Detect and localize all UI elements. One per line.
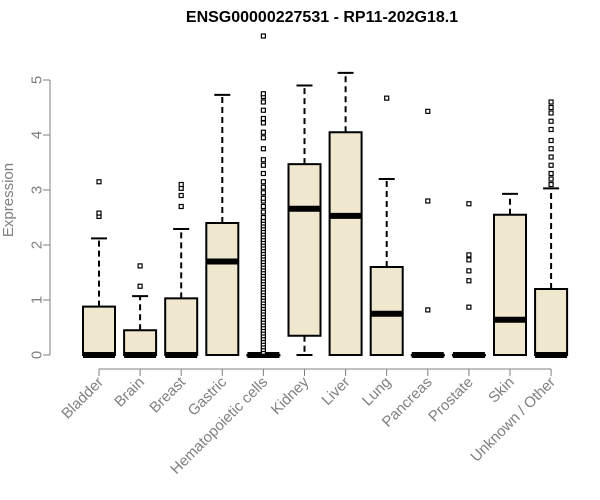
outlier-point [425, 198, 431, 204]
outlier-point [466, 268, 472, 274]
x-tick-label: Breast [146, 373, 189, 416]
box-body [205, 222, 240, 356]
outlier-point [466, 257, 472, 263]
outlier-point [260, 170, 266, 177]
box-group [246, 33, 281, 358]
box-group [451, 201, 486, 358]
box-group [123, 263, 158, 358]
outlier-point [466, 304, 472, 310]
outlier-point [260, 190, 266, 196]
box-group [534, 99, 569, 358]
box-body [493, 213, 527, 356]
outlier-point [548, 181, 554, 188]
box-body [123, 329, 158, 356]
box-body [287, 163, 322, 337]
outlier-point [260, 146, 266, 152]
box-group [82, 179, 116, 358]
box-group [205, 93, 240, 356]
outlier-point [260, 120, 266, 126]
box-body [82, 305, 116, 357]
outlier-point [178, 181, 184, 188]
x-tick-label: Bladder [58, 374, 107, 423]
x-tick-label: Liver [318, 374, 353, 409]
outlier-point [548, 99, 554, 105]
box-group [369, 95, 404, 356]
outlier-point [260, 179, 266, 185]
outlier-point [137, 263, 143, 269]
box-group [410, 108, 445, 358]
outlier-point [178, 192, 184, 199]
outlier-point [260, 91, 266, 97]
outlier-point [260, 99, 266, 105]
outlier-point [384, 95, 390, 101]
box-body [164, 297, 199, 357]
outlier-point [425, 108, 431, 114]
outlier-point [548, 170, 554, 177]
outlier-point [260, 162, 266, 168]
x-tick-label: Kidney [268, 373, 313, 418]
outlier-point [260, 33, 266, 39]
outlier-point [466, 278, 472, 284]
outlier-point [260, 214, 266, 221]
y-tick-label: 4 [29, 131, 46, 139]
y-tick-label: 0 [29, 351, 46, 359]
outlier-point [425, 307, 431, 313]
outlier-point [260, 195, 266, 201]
outlier-point [548, 118, 554, 124]
box-group [164, 181, 199, 358]
y-tick-label: 2 [29, 241, 46, 249]
outlier-point [548, 162, 554, 168]
x-tick-label: Brain [111, 374, 148, 411]
outlier-point [548, 126, 554, 133]
outlier-point [260, 184, 266, 190]
x-tick-label: Skin [485, 374, 518, 407]
outlier-point [260, 157, 266, 163]
outlier-point [260, 129, 266, 135]
outlier-point [466, 252, 472, 258]
y-tick-label: 1 [29, 296, 46, 304]
y-axis-label: Expression [0, 163, 17, 237]
outlier-point [96, 179, 102, 185]
outlier-point [178, 203, 184, 210]
box-body [328, 131, 363, 356]
outlier-point [260, 209, 266, 215]
outlier-point [548, 154, 554, 160]
outlier-point [260, 107, 266, 113]
outlier-point [260, 115, 266, 122]
outlier-point [548, 176, 554, 182]
y-tick-label: 3 [29, 186, 46, 194]
box-body [534, 288, 569, 356]
x-tick-label: Lung [359, 374, 395, 410]
outlier-point [548, 146, 554, 152]
box-group [287, 84, 322, 356]
outlier-point [548, 110, 554, 116]
outlier-point [137, 283, 143, 289]
outlier-point [548, 104, 554, 111]
box-group [328, 71, 363, 356]
chart-title: ENSG00000227531 - RP11-202G18.1 [186, 9, 458, 26]
outlier-point [548, 137, 554, 144]
x-tick-label: Prostate [425, 374, 477, 426]
outlier-point [260, 135, 266, 141]
outlier-point [466, 201, 472, 207]
box-group [493, 192, 527, 356]
y-tick-label: 5 [29, 76, 46, 84]
outlier-point [260, 203, 266, 210]
outlier-point [96, 210, 102, 216]
box-layer [82, 33, 569, 358]
